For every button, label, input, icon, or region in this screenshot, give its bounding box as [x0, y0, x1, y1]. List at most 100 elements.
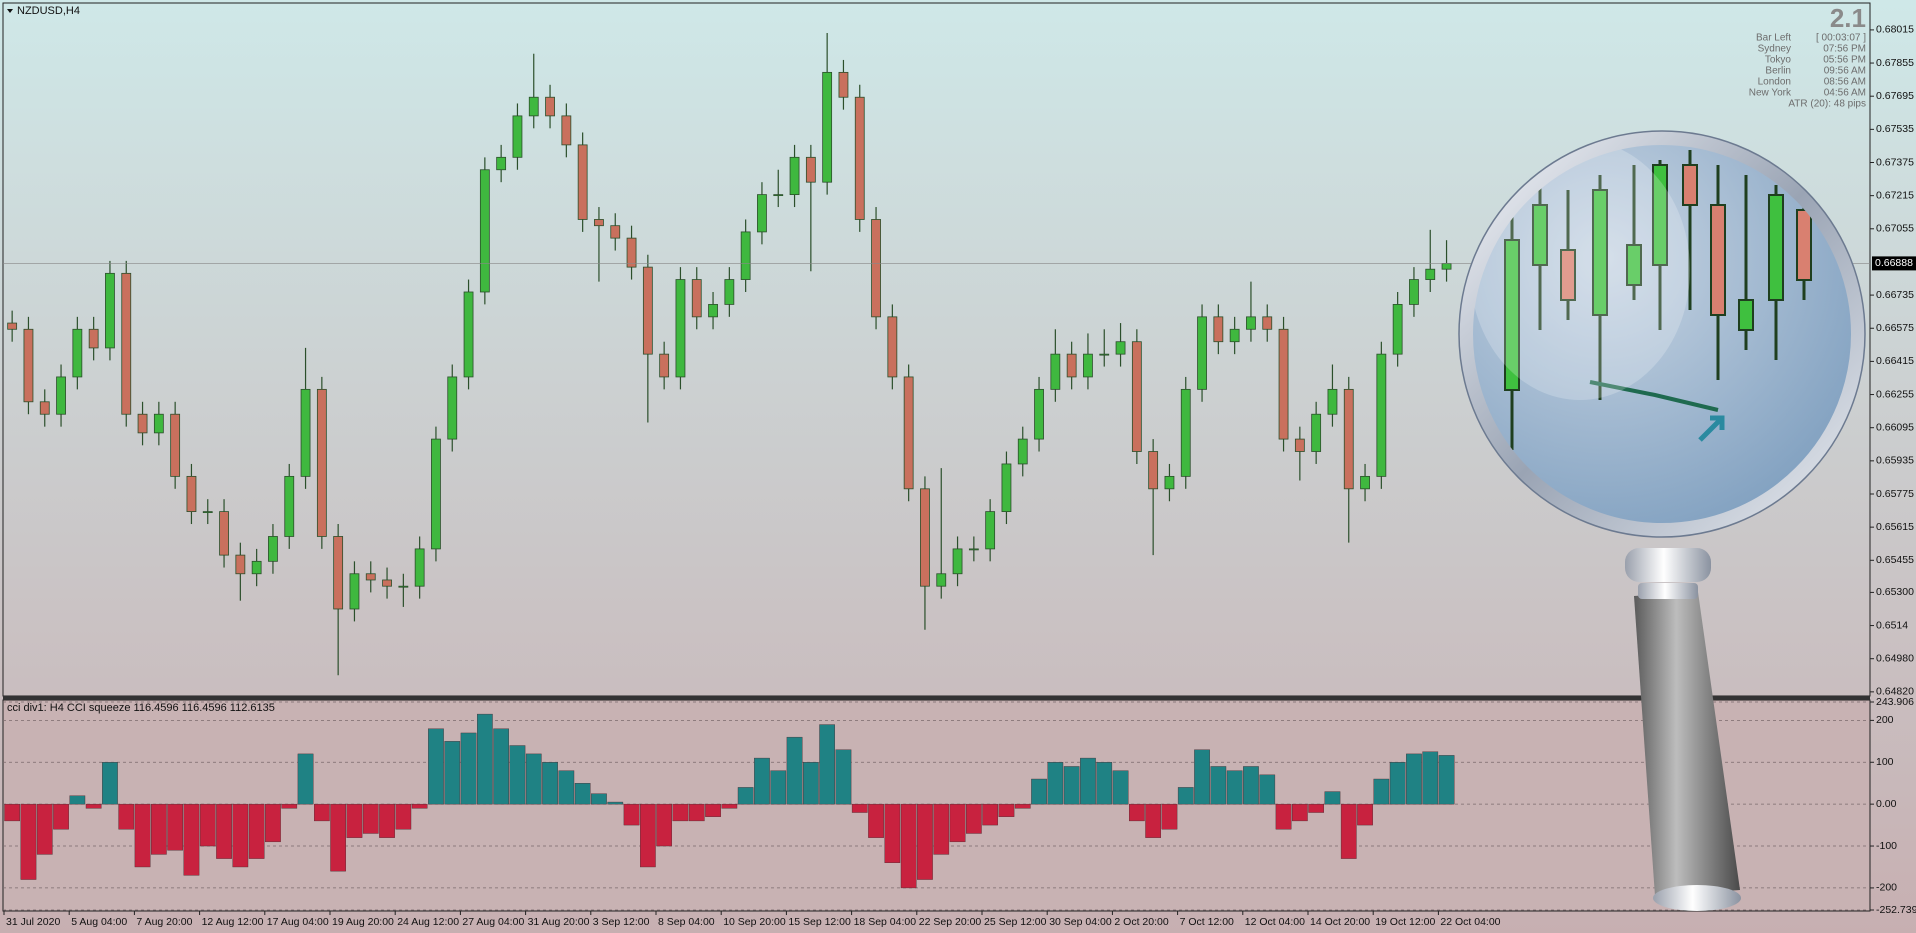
- x-tick-label: 12 Oct 04:00: [1245, 916, 1305, 928]
- candle-body: [1034, 388, 1044, 440]
- candle-body: [1164, 475, 1175, 490]
- candle-body: [740, 231, 751, 280]
- x-tick-label: 30 Sep 04:00: [1049, 916, 1112, 928]
- cci-bar: [656, 803, 673, 847]
- y-tick-label: 0.68015: [1876, 24, 1914, 36]
- candle-body: [757, 194, 767, 233]
- candle-body: [235, 554, 246, 575]
- info-label: Sydney: [1758, 44, 1791, 55]
- candle-body: [936, 573, 947, 587]
- candle-body: [1392, 304, 1403, 355]
- candle-body: [316, 388, 327, 537]
- cci-bar: [1291, 803, 1308, 822]
- candle-body: [626, 237, 637, 268]
- candle-body: [137, 413, 148, 434]
- cci-bar: [265, 803, 281, 843]
- candle-body: [1050, 353, 1061, 390]
- cci-bar: [20, 803, 37, 880]
- cci-bar: [314, 803, 330, 822]
- cci-bar: [884, 803, 901, 863]
- candle-body: [88, 328, 99, 349]
- candle-body: [675, 279, 686, 378]
- cci-bar: [1047, 762, 1064, 805]
- candle-body: [23, 328, 34, 403]
- y-tick-label: 0.66095: [1876, 421, 1914, 433]
- candle-body: [1083, 353, 1093, 378]
- candle-body: [1066, 353, 1077, 378]
- y-tick-label: -252.7399: [1876, 904, 1916, 916]
- x-tick-label: 3 Sep 12:00: [593, 916, 650, 928]
- y-tick-label: 0.00: [1876, 798, 1897, 810]
- candle-body: [479, 169, 490, 293]
- candle-body: [838, 71, 849, 98]
- cci-bar: [640, 803, 656, 868]
- x-tick-label: 5 Aug 04:00: [71, 916, 127, 928]
- x-tick-label: 22 Sep 20:00: [919, 916, 982, 928]
- candle-body: [1229, 328, 1240, 343]
- candle-body: [1148, 451, 1159, 490]
- x-tick-label: 31 Jul 2020: [6, 916, 60, 928]
- cci-bar: [721, 803, 738, 809]
- candle-body: [1441, 262, 1452, 270]
- candle-body: [431, 438, 441, 550]
- y-tick-label: 0.67695: [1876, 90, 1914, 102]
- atr-label: ATR (20): 48 pips: [1788, 99, 1866, 110]
- x-tick-label: 10 Sep 20:00: [723, 916, 786, 928]
- cci-bar: [786, 736, 803, 805]
- candle-body: [659, 353, 670, 378]
- candle-body: [512, 115, 523, 158]
- indicator-plot: [3, 701, 1870, 911]
- y-tick-label: 0.67215: [1876, 189, 1914, 201]
- candle-body: [920, 488, 930, 587]
- cci-bar: [53, 803, 69, 830]
- symbol-menu-icon[interactable]: [7, 9, 13, 13]
- candle-body: [398, 585, 409, 588]
- candle-body: [1327, 388, 1338, 415]
- cci-bar: [297, 753, 314, 805]
- x-tick-label: 31 Aug 20:00: [528, 916, 590, 928]
- info-value: [ 00:03:07 ]: [1816, 33, 1866, 44]
- lens-content: [1472, 144, 1812, 450]
- candle-body: [1360, 475, 1370, 490]
- cci-bar: [1259, 774, 1276, 805]
- candle-body: [1311, 413, 1322, 452]
- cci-bar: [672, 803, 689, 822]
- candle-body: [1001, 463, 1012, 513]
- x-tick-label: 19 Oct 12:00: [1375, 916, 1435, 928]
- cci-bar: [1080, 757, 1096, 805]
- info-value: 05:56 PM: [1823, 55, 1866, 66]
- y-tick-label: 0.66415: [1876, 355, 1914, 367]
- candle-body: [610, 225, 621, 239]
- cci-bar: [525, 753, 542, 805]
- magnifier-neck: [1625, 548, 1711, 582]
- magnifier-graphic: [1458, 130, 1866, 911]
- cci-bar: [150, 803, 167, 855]
- cci-bar: [1373, 778, 1390, 805]
- candle-body: [496, 156, 507, 171]
- cci-bar: [1226, 770, 1243, 805]
- candle-body: [1246, 316, 1256, 330]
- cci-bar: [36, 803, 53, 855]
- x-tick-label: 24 Aug 12:00: [397, 916, 459, 928]
- cci-bar: [900, 803, 917, 889]
- y-tick-label: 0.64980: [1876, 652, 1914, 664]
- cci-bar: [509, 745, 526, 805]
- candle-body: [577, 144, 588, 220]
- candle-body: [968, 548, 979, 551]
- candle-body: [789, 156, 800, 196]
- candle-body: [985, 511, 996, 550]
- candle-body: [300, 388, 311, 477]
- cci-bar: [395, 803, 412, 830]
- x-tick-label: 17 Aug 04:00: [267, 916, 329, 928]
- candle-body: [153, 413, 164, 434]
- cci-bar: [754, 757, 770, 805]
- cci-bar: [705, 803, 721, 817]
- candle-body: [349, 573, 360, 610]
- candle-body: [121, 272, 132, 415]
- cci-bar: [248, 803, 265, 859]
- cci-bar: [1389, 762, 1406, 805]
- candle-body: [382, 579, 392, 587]
- y-tick-label: 0.66255: [1876, 388, 1914, 400]
- cci-bar: [1128, 803, 1145, 822]
